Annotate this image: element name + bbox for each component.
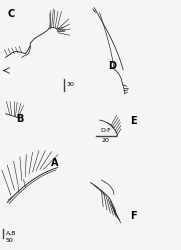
Text: B: B xyxy=(16,114,24,124)
Text: A: A xyxy=(51,158,58,168)
Text: E: E xyxy=(130,116,137,126)
Text: C: C xyxy=(7,9,14,19)
Text: D-F: D-F xyxy=(100,128,111,133)
Text: 30: 30 xyxy=(67,82,75,87)
Text: 50: 50 xyxy=(6,238,14,243)
Text: 20: 20 xyxy=(102,138,110,143)
Text: A,B: A,B xyxy=(6,230,16,235)
Text: F: F xyxy=(130,211,137,221)
Text: D: D xyxy=(109,61,117,71)
